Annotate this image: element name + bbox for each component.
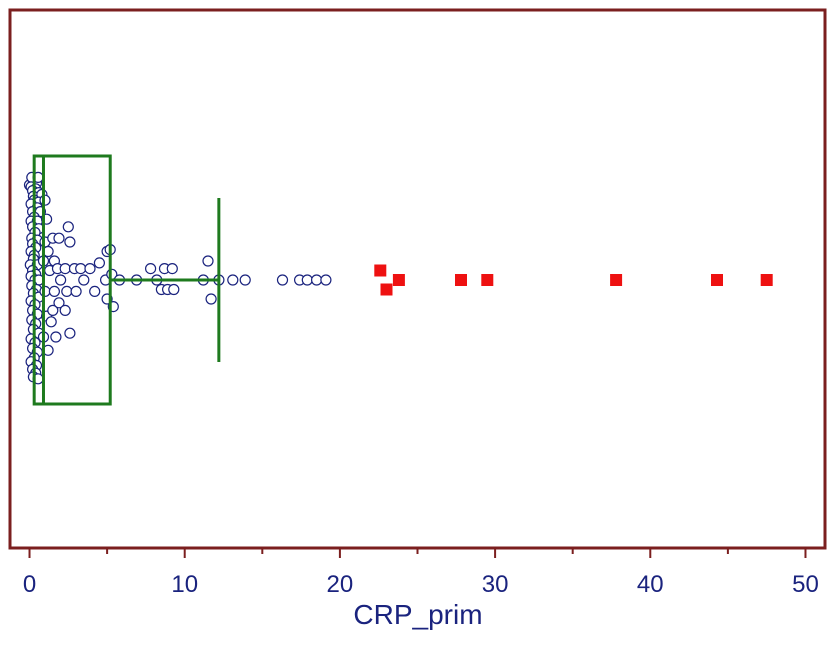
data-point xyxy=(276,274,289,286)
data-point xyxy=(78,274,90,286)
data-point xyxy=(75,263,87,275)
box-iqr xyxy=(32,154,112,406)
x-axis-label: CRP_prim xyxy=(353,599,482,630)
data-point xyxy=(64,327,76,339)
x-tick-label: 20 xyxy=(327,571,354,598)
outlier-point xyxy=(374,264,387,277)
x-tick-label: 50 xyxy=(792,571,819,598)
data-points xyxy=(23,171,332,385)
data-point xyxy=(301,274,313,286)
data-point xyxy=(64,236,76,248)
data-point xyxy=(53,232,65,244)
x-tick-label: 40 xyxy=(637,571,664,598)
data-point xyxy=(48,285,61,297)
data-point xyxy=(39,285,51,297)
data-point xyxy=(53,297,65,309)
x-tick-label: 0 xyxy=(23,571,36,598)
data-point xyxy=(93,257,106,269)
data-point xyxy=(61,285,73,297)
data-point xyxy=(62,221,74,233)
data-point xyxy=(205,293,217,305)
x-axis: 0 10 20 30 40 50 xyxy=(23,548,819,598)
x-tick-label: 10 xyxy=(171,571,198,598)
x-tick-label: 30 xyxy=(482,571,509,598)
data-point xyxy=(59,304,71,316)
data-point xyxy=(47,304,59,316)
data-point xyxy=(311,274,323,286)
data-point xyxy=(50,331,62,343)
outlier-point xyxy=(760,274,773,286)
box-plot xyxy=(32,154,221,406)
outlier-point xyxy=(711,274,723,286)
data-point xyxy=(70,285,82,297)
outlier-point xyxy=(392,274,405,286)
data-point xyxy=(84,263,96,275)
outlier-point xyxy=(481,274,494,286)
outlier-point xyxy=(610,274,623,286)
outlier-point xyxy=(380,283,393,296)
outlier-points xyxy=(374,264,773,296)
data-point xyxy=(239,274,251,286)
outlier-point xyxy=(455,274,467,286)
data-point xyxy=(45,316,57,328)
data-point xyxy=(227,274,239,286)
data-point xyxy=(54,274,67,286)
data-point xyxy=(320,274,332,286)
data-point xyxy=(166,263,178,275)
data-point xyxy=(168,283,180,296)
data-point xyxy=(39,194,51,206)
data-point xyxy=(202,255,214,267)
data-point xyxy=(89,285,101,297)
data-point xyxy=(145,263,157,275)
data-point xyxy=(59,263,71,275)
